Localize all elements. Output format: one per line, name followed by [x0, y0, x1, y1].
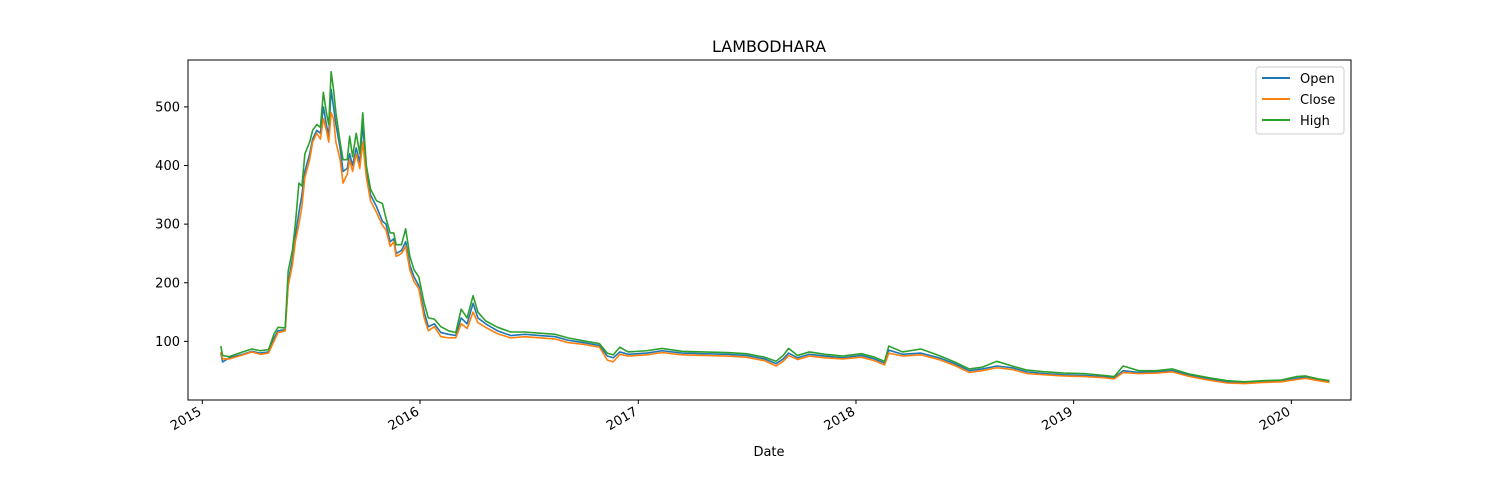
x-axis: 2015 2016 2017 2018 2019 2020: [168, 400, 1293, 434]
y-tick-label: 200: [155, 276, 180, 291]
legend-label-open: Open: [1300, 72, 1335, 87]
x-tick-label: 2016: [386, 404, 422, 434]
y-tick-label: 500: [155, 100, 180, 115]
x-tick-label: 2018: [822, 404, 858, 434]
legend: Open Close High: [1255, 66, 1345, 135]
x-tick-label: 2019: [1040, 404, 1076, 434]
x-tick-label: 2017: [604, 404, 640, 434]
series-line-open: [220, 88, 1330, 384]
y-tick-label: 300: [155, 218, 180, 233]
series-line-close: [220, 111, 1330, 385]
legend-label-high: High: [1300, 114, 1330, 129]
y-axis: 100 200 300 400 500: [155, 100, 188, 350]
chart-title: LAMBODHARA: [712, 37, 826, 56]
y-tick-label: 400: [155, 159, 180, 174]
legend-label-close: Close: [1300, 93, 1335, 108]
x-tick-label: 2020: [1257, 404, 1293, 434]
series-layer: [220, 70, 1330, 385]
legend-box: [1255, 66, 1345, 135]
y-tick-label: 100: [155, 335, 180, 350]
x-axis-label: Date: [753, 445, 784, 460]
x-tick-label: 2015: [168, 404, 204, 434]
series-line-high: [220, 70, 1330, 383]
legend-entries: Open Close High: [1262, 72, 1335, 129]
plot-frame: [187, 59, 1352, 401]
